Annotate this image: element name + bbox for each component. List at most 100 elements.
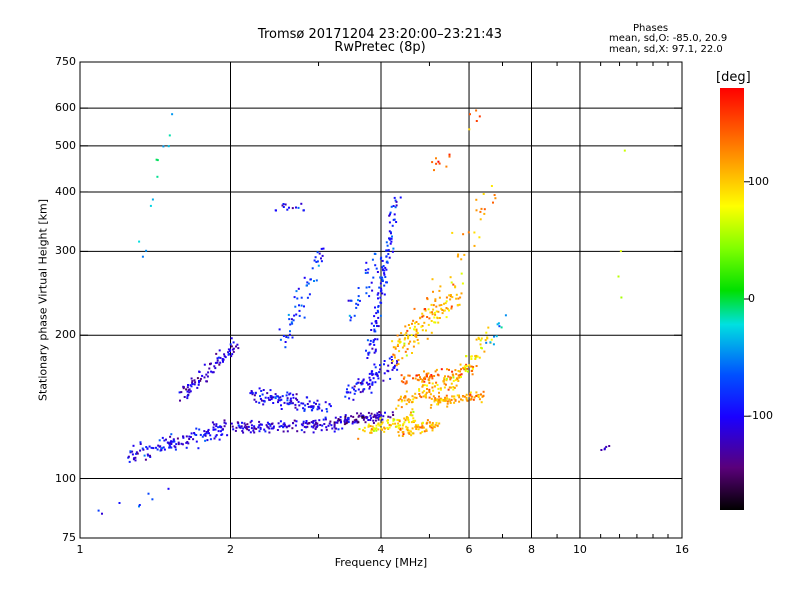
scatter-point	[347, 418, 350, 421]
scatter-point	[306, 296, 309, 299]
scatter-point	[215, 352, 218, 355]
scatter-point	[366, 416, 369, 419]
scatter-point	[620, 296, 623, 299]
scatter-point	[397, 404, 400, 407]
scatter-point	[401, 435, 404, 437]
scatter-point	[449, 402, 452, 404]
scatter-point	[489, 341, 492, 344]
scatter-point	[460, 292, 463, 295]
y-tick-label: 750	[55, 55, 76, 68]
scatter-point	[471, 369, 474, 372]
scatter-point	[431, 427, 434, 430]
scatter-point	[367, 383, 370, 386]
scatter-point	[433, 169, 435, 172]
scatter-point	[426, 297, 429, 300]
scatter-point	[423, 390, 426, 393]
scatter-point	[147, 454, 150, 457]
scatter-point	[402, 431, 405, 434]
scatter-point	[437, 374, 440, 377]
scatter-point	[363, 416, 366, 419]
scatter-point	[456, 255, 459, 258]
scatter-point	[445, 394, 448, 397]
scatter-point	[430, 320, 433, 322]
scatter-point	[469, 113, 471, 116]
scatter-point	[388, 221, 391, 224]
scatter-point	[465, 355, 468, 357]
scatter-point	[269, 423, 272, 426]
scatter-point	[424, 308, 427, 310]
x-tick-label: 1	[76, 543, 84, 556]
scatter-point	[392, 346, 395, 349]
scatter-point	[381, 278, 384, 281]
scatter-point	[286, 208, 289, 211]
colorbar-tick-label: -100	[748, 409, 773, 423]
scatter-point	[312, 407, 315, 410]
scatter-point	[170, 440, 173, 443]
scatter-point	[172, 439, 175, 442]
scatter-point	[430, 404, 433, 406]
scatter-point	[431, 377, 434, 380]
scatter-point	[483, 208, 486, 211]
scatter-point	[450, 305, 453, 308]
scatter-point	[182, 436, 185, 439]
scatter-point	[374, 338, 377, 341]
scatter-point	[453, 386, 456, 389]
scatter-point	[406, 426, 409, 429]
scatter-point	[182, 385, 185, 388]
scatter-point	[407, 337, 409, 340]
scatter-point	[444, 302, 447, 305]
scatter-point	[195, 427, 198, 430]
scatter-point	[278, 399, 281, 402]
scatter-point	[173, 440, 176, 443]
scatter-point	[198, 428, 201, 431]
scatter-point	[167, 145, 170, 148]
scatter-point	[459, 296, 462, 299]
scatter-point	[333, 423, 336, 426]
scatter-point	[465, 363, 468, 366]
scatter-point	[445, 165, 448, 168]
scatter-point	[370, 412, 373, 415]
scatter-point	[168, 134, 171, 137]
scatter-point	[336, 421, 339, 424]
scatter-point	[425, 429, 428, 432]
scatter-point	[203, 434, 206, 436]
scatter-point	[364, 269, 367, 272]
scatter-point	[367, 424, 370, 427]
scatter-point	[216, 357, 219, 360]
scatter-point	[424, 378, 427, 380]
scatter-point	[376, 338, 379, 341]
scatter-point	[191, 381, 194, 384]
scatter-point	[445, 379, 448, 382]
scatter-point	[295, 313, 298, 316]
scatter-point	[322, 247, 325, 250]
x-tick-label: 6	[465, 543, 473, 556]
scatter-point	[199, 377, 202, 380]
scatter-point	[425, 396, 428, 399]
scatter-point	[444, 375, 446, 378]
scatter-point	[272, 425, 275, 428]
scatter-point	[297, 287, 300, 290]
scatter-point	[358, 428, 361, 430]
scatter-point	[210, 370, 213, 373]
scatter-point	[386, 281, 388, 284]
scatter-point	[369, 419, 372, 421]
scatter-point	[373, 343, 376, 346]
scatter-point	[288, 402, 291, 405]
scatter-point	[309, 278, 312, 281]
scatter-point	[316, 251, 319, 254]
scatter-point	[402, 423, 405, 426]
scatter-point	[415, 330, 418, 333]
scatter-point	[436, 317, 439, 320]
scatter-point	[357, 415, 360, 418]
scatter-point	[429, 393, 432, 396]
scatter-point	[277, 395, 279, 398]
scatter-point	[240, 425, 243, 428]
scatter-point	[479, 393, 482, 396]
scatter-point	[431, 386, 434, 389]
scatter-point	[450, 376, 452, 379]
scatter-point	[411, 408, 414, 411]
scatter-point	[393, 418, 396, 421]
scatter-point	[437, 310, 440, 313]
scatter-point	[398, 340, 401, 343]
